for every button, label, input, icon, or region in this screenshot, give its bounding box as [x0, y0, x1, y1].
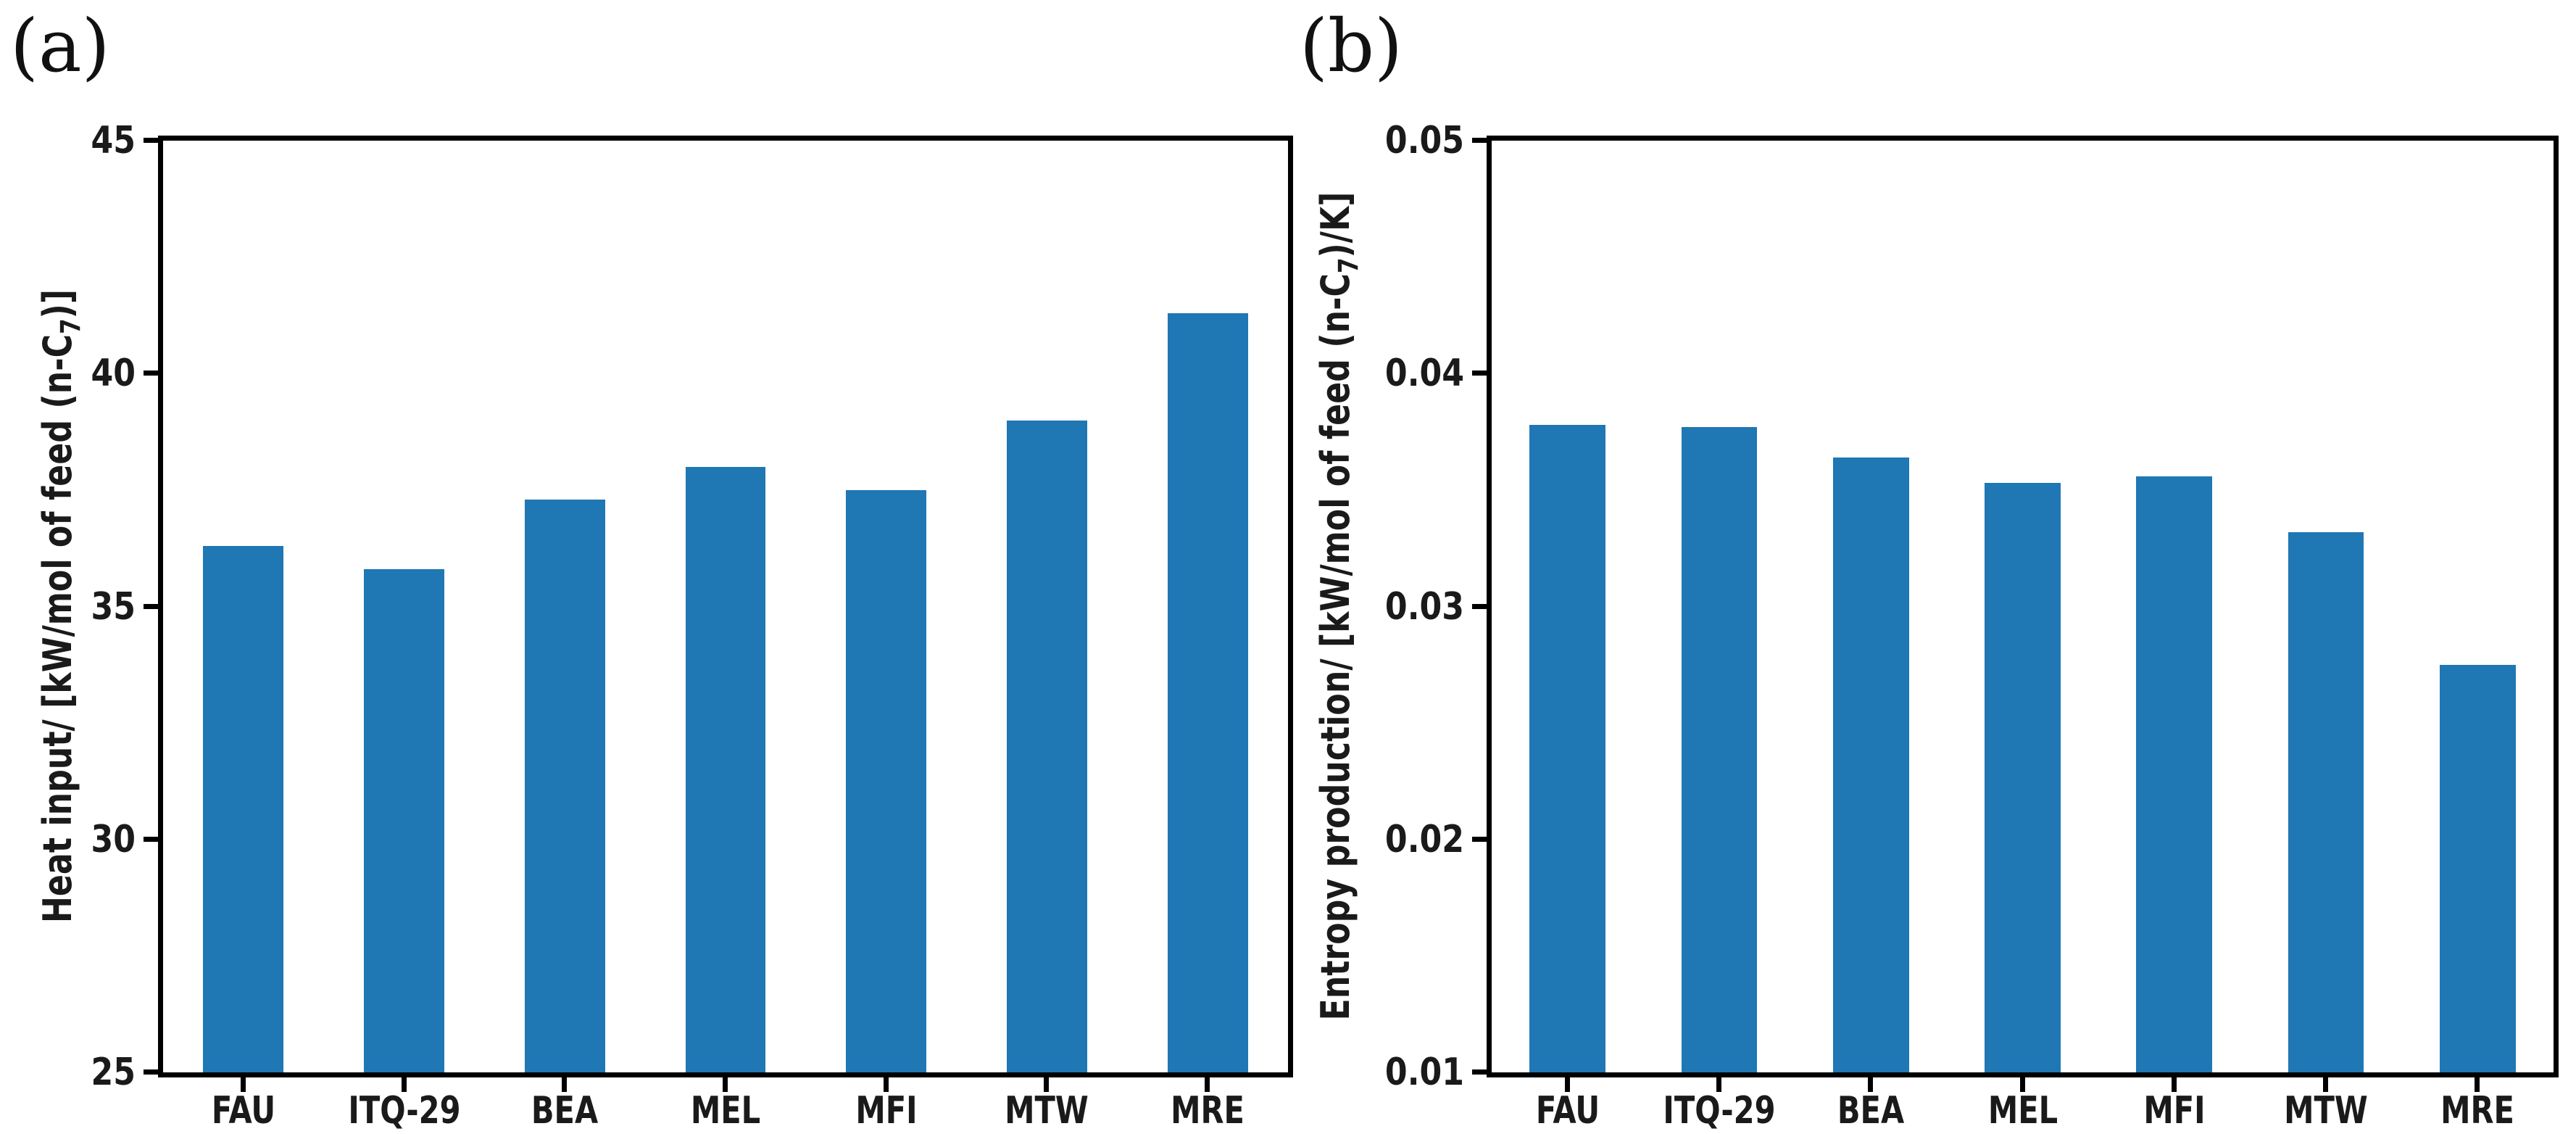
bar-mfi	[846, 489, 927, 1072]
y-tick-label: 45	[91, 119, 136, 162]
x-tick-label-mel: MEL	[690, 1089, 761, 1133]
y-tick	[1472, 603, 1487, 609]
bar-mre	[1167, 313, 1248, 1072]
x-tick	[2475, 1077, 2480, 1092]
x-tick	[2323, 1077, 2329, 1092]
y-tick-label: 30	[91, 817, 136, 861]
x-tick	[2171, 1077, 2177, 1092]
x-tick	[1716, 1077, 1721, 1092]
x-tick-label-mfi: MFI	[2143, 1089, 2206, 1133]
x-tick-label-mfi: MFI	[855, 1089, 918, 1133]
y-tick	[1472, 836, 1487, 842]
bar-mre	[2440, 664, 2516, 1072]
bar-itq-29	[364, 569, 444, 1072]
panel-b-y-axis-label: Entropy production/ [kW/mol of feed (n-C…	[1313, 191, 1364, 1021]
panel-a-plot-area: 45 40 35 30 25 FAU ITQ-29 BEA MEL MFI MTW MRE	[91, 121, 1293, 1130]
x-tick	[1868, 1077, 1874, 1092]
bar-mel	[1985, 483, 2061, 1072]
x-tick-label-mtw: MTW	[1005, 1089, 1089, 1133]
panel-b-plot-area: 0.05 0.04 0.03 0.02 0.01 FAU ITQ-29 BEA MEL MFI MT…	[1385, 121, 2559, 1130]
bar-mfi	[2136, 476, 2213, 1072]
bar-bea	[1832, 457, 1909, 1072]
x-tick-label-mre: MRE	[1171, 1089, 1245, 1133]
y-tick-label: 0.05	[1384, 119, 1464, 162]
bar-mtw	[2288, 531, 2364, 1072]
panel-a-y-axis-label-subscript: 7	[54, 318, 86, 334]
bar-mel	[685, 466, 766, 1072]
x-tick-label-fau: FAU	[211, 1089, 276, 1133]
bar-bea	[524, 499, 605, 1072]
panel-a-y-axis-label-suffix: )]	[35, 289, 81, 319]
bar-fau	[203, 545, 284, 1072]
panel-b-y-axis-label-subscript: 7	[1332, 257, 1364, 274]
x-tick-label-mre: MRE	[2440, 1089, 2515, 1133]
x-tick	[1044, 1077, 1050, 1092]
y-tick	[144, 138, 158, 143]
x-tick	[1564, 1077, 1570, 1092]
y-tick-label: 25	[91, 1051, 136, 1094]
y-tick-label: 40	[91, 352, 136, 396]
x-tick	[562, 1077, 568, 1092]
bar-mtw	[1007, 420, 1087, 1072]
x-tick-label-itq-29: ITQ-29	[347, 1089, 461, 1133]
y-tick	[1472, 1069, 1487, 1075]
x-tick-label-bea: BEA	[1837, 1089, 1905, 1133]
y-tick	[144, 836, 158, 842]
y-tick-label: 0.02	[1384, 817, 1464, 861]
panel-b-y-axis-label-suffix: )/K]	[1313, 191, 1359, 258]
y-tick	[1472, 371, 1487, 376]
x-tick	[240, 1077, 246, 1092]
y-tick-label: 0.04	[1384, 352, 1464, 396]
bar-fau	[1529, 424, 1605, 1072]
x-tick	[2019, 1077, 2025, 1092]
x-tick	[1205, 1077, 1210, 1092]
y-tick	[144, 603, 158, 609]
y-tick-label: 35	[91, 584, 136, 629]
y-tick-label: 0.03	[1384, 584, 1464, 629]
x-tick-label-mtw: MTW	[2284, 1089, 2368, 1133]
x-tick-label-fau: FAU	[1535, 1089, 1600, 1133]
x-tick	[723, 1077, 728, 1092]
x-tick	[883, 1077, 889, 1092]
x-tick-label-itq-29: ITQ-29	[1663, 1089, 1776, 1133]
y-tick	[1472, 138, 1487, 143]
panel-b-label: (b)	[1300, 4, 1403, 88]
bar-itq-29	[1681, 427, 1758, 1072]
panel-b-y-axis-label-text: Entropy production/ [kW/mol of feed (n-C	[1313, 273, 1359, 1021]
y-tick	[144, 1069, 158, 1075]
panel-a-label: (a)	[10, 4, 110, 88]
x-tick-label-mel: MEL	[1987, 1089, 2058, 1133]
y-tick-label: 0.01	[1384, 1051, 1464, 1094]
y-tick	[144, 371, 158, 376]
x-tick-label-bea: BEA	[531, 1089, 599, 1133]
x-tick	[401, 1077, 407, 1092]
